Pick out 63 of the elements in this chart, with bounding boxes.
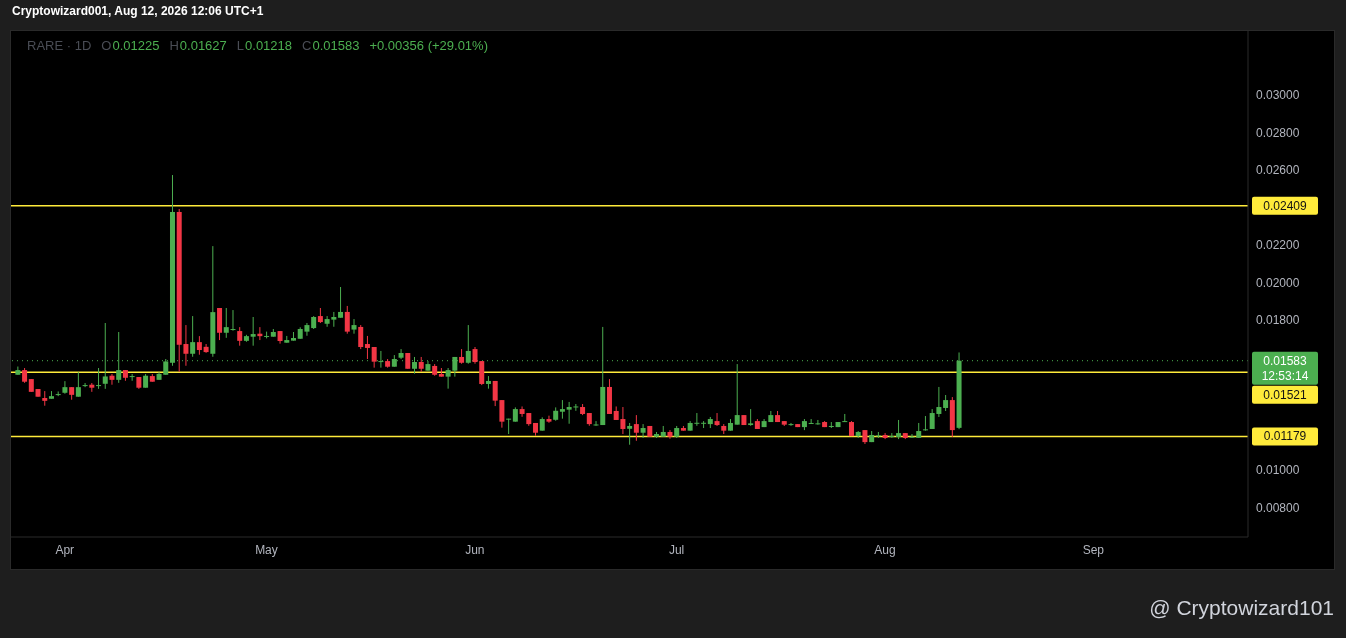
candlestick bbox=[344, 305, 350, 335]
candlestick bbox=[338, 286, 344, 319]
y-tick-label: 0.03000 bbox=[1256, 88, 1300, 103]
text: @ Cryptowizard101 bbox=[1149, 596, 1334, 620]
candlestick bbox=[237, 326, 243, 347]
candlestick bbox=[109, 373, 115, 386]
candlestick bbox=[190, 315, 196, 358]
candlestick bbox=[627, 422, 633, 446]
candlestick bbox=[506, 418, 512, 435]
annotation: 0.01627 bbox=[179, 38, 227, 53]
ref-line-label: 0.02409 bbox=[1263, 198, 1308, 213]
y-tick-label: 0.02600 bbox=[1256, 163, 1300, 178]
ref-line-label: 0.01521 bbox=[1263, 387, 1308, 402]
candlestick bbox=[734, 363, 740, 426]
y-tick-label: 0.02000 bbox=[1256, 275, 1300, 290]
candlestick bbox=[96, 367, 102, 390]
y-tick-label: 0.02800 bbox=[1256, 125, 1300, 140]
candlestick bbox=[788, 422, 794, 427]
x-tick-label: Aug bbox=[874, 542, 896, 557]
candlestick bbox=[371, 346, 377, 369]
text: RARE · 1D bbox=[27, 38, 92, 53]
x-tick-label: Apr bbox=[55, 542, 75, 557]
candlestick bbox=[566, 401, 572, 425]
text: Cryptowizard001, Aug 12, 2026 12:06 UTC+1 bbox=[12, 4, 264, 18]
candlestick bbox=[250, 316, 256, 347]
candlestick bbox=[882, 432, 888, 440]
annotation: H bbox=[169, 38, 179, 53]
annotation: 0.01583 bbox=[312, 38, 360, 53]
candlestick bbox=[75, 371, 81, 398]
candlestick bbox=[351, 318, 357, 335]
x-tick-label: Sep bbox=[1082, 542, 1105, 557]
y-tick-label: 0.01800 bbox=[1256, 313, 1300, 328]
candlestick bbox=[358, 324, 364, 350]
y-tick-label: 0.00800 bbox=[1256, 500, 1300, 515]
annotation: +0.00356 (+29.01%) bbox=[369, 38, 488, 53]
x-tick-label: May bbox=[255, 542, 278, 557]
candlestick bbox=[922, 415, 928, 432]
candlestick bbox=[364, 335, 370, 360]
candlestick bbox=[129, 373, 135, 382]
annotation: 0.01218 bbox=[245, 38, 293, 53]
x-tick-label: Jun bbox=[465, 542, 485, 557]
annotation: O bbox=[101, 38, 112, 53]
candlestick bbox=[909, 433, 915, 439]
candlestick bbox=[546, 415, 552, 424]
annotation: C bbox=[302, 38, 312, 53]
y-tick-label: 0.02200 bbox=[1256, 238, 1300, 253]
ref-line-label: 0.01179 bbox=[1263, 429, 1307, 444]
candlestick bbox=[196, 335, 202, 356]
candlestick bbox=[633, 414, 639, 442]
candlestick bbox=[573, 403, 579, 412]
candlestick bbox=[714, 412, 720, 427]
annotation: 0.01225 bbox=[112, 38, 160, 53]
candlestick bbox=[640, 423, 646, 439]
candlestick bbox=[62, 380, 68, 395]
candlestick bbox=[559, 399, 565, 420]
candlestick bbox=[896, 419, 902, 440]
ref-line-label: 0.01583 bbox=[1263, 353, 1308, 368]
candlestick bbox=[82, 382, 88, 388]
candlestick bbox=[398, 348, 404, 360]
y-tick-label: 0.01000 bbox=[1256, 463, 1300, 478]
x-tick-label: Jul bbox=[668, 542, 685, 557]
text: 12:53:14 bbox=[1261, 368, 1309, 383]
annotation: L bbox=[236, 38, 245, 53]
